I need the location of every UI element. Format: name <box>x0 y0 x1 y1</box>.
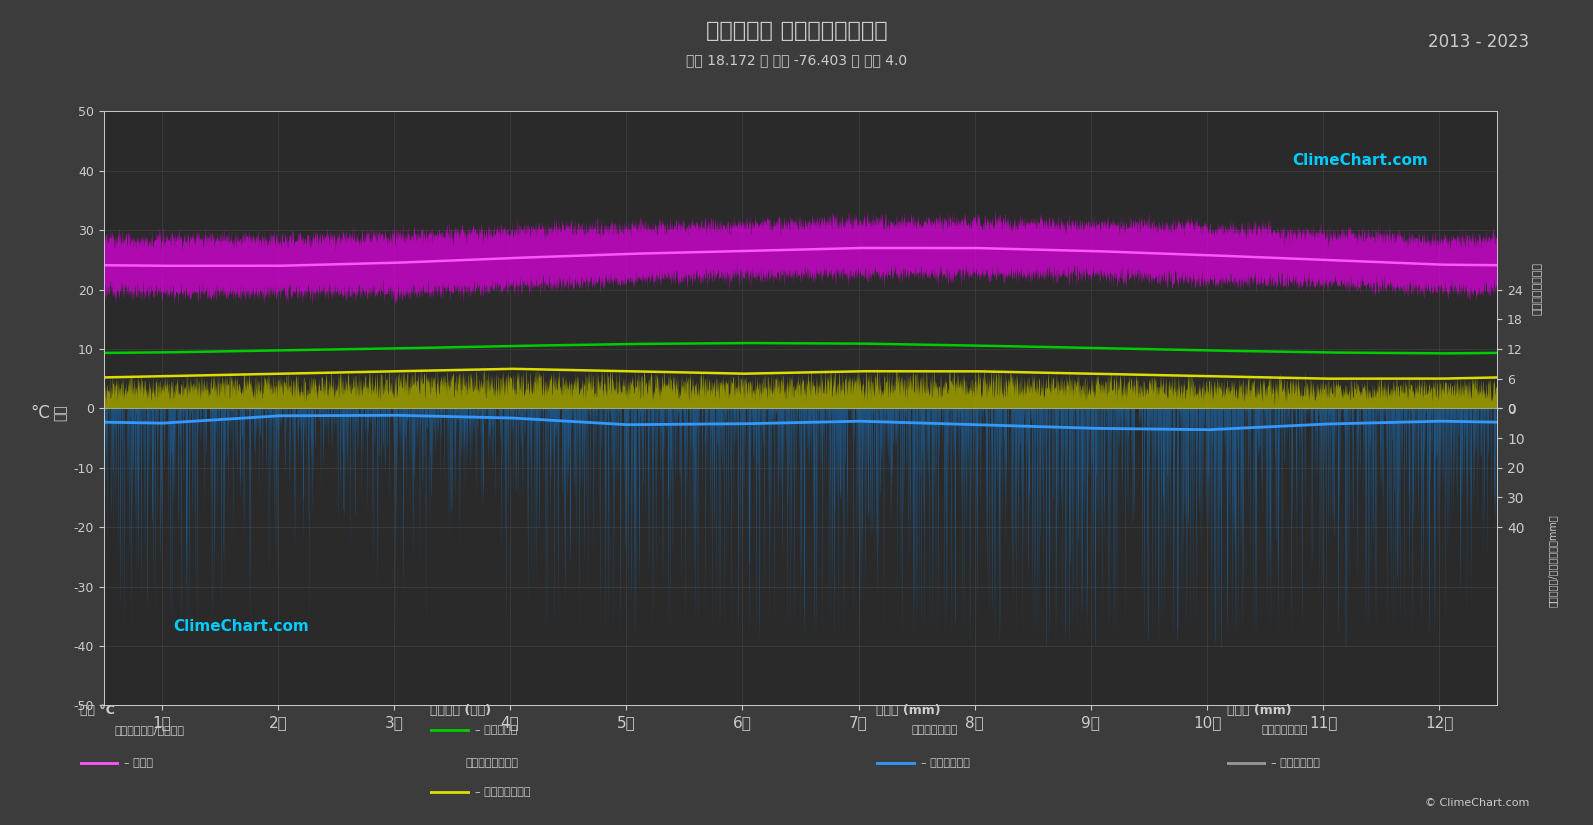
Text: 降雪量 (mm): 降雪量 (mm) <box>1227 704 1292 717</box>
Text: ClimeChart.com: ClimeChart.com <box>1292 153 1427 168</box>
Text: 2013 - 2023: 2013 - 2023 <box>1429 33 1529 51</box>
Text: 降雨量 (mm): 降雨量 (mm) <box>876 704 941 717</box>
Text: ClimeChart.com: ClimeChart.com <box>174 619 309 634</box>
Text: 最高降雨量/最高降雪量（mm）: 最高降雨量/最高降雪量（mm） <box>1548 515 1558 607</box>
Text: – 月平均降雪量: – 月平均降雪量 <box>1271 758 1321 768</box>
Text: © ClimeChart.com: © ClimeChart.com <box>1424 799 1529 808</box>
Text: 日照時間（時間）: 日照時間（時間） <box>1532 262 1542 315</box>
Text: – 月平均日照時間: – 月平均日照時間 <box>475 787 530 797</box>
Text: 日照時間 (時間): 日照時間 (時間) <box>430 704 491 717</box>
Text: 日ごとの最小/最大範囲: 日ごとの最小/最大範囲 <box>115 725 185 735</box>
Text: – 月平均: – 月平均 <box>124 758 153 768</box>
Text: 日ごとの降雪量: 日ごとの降雪量 <box>1262 725 1308 735</box>
Text: の気候変動 ポートアントニオ: の気候変動 ポートアントニオ <box>706 21 887 40</box>
Text: 気温: 気温 <box>54 404 67 421</box>
Text: 日ごとの降雨量: 日ごとの降雨量 <box>911 725 957 735</box>
Text: °C: °C <box>30 403 49 422</box>
Text: 緯度 18.172 ・ 経度 -76.403 ・ 標高 4.0: 緯度 18.172 ・ 経度 -76.403 ・ 標高 4.0 <box>687 54 906 68</box>
Text: – 日中の時間: – 日中の時間 <box>475 725 518 735</box>
Text: 気温 °C: 気温 °C <box>80 704 115 717</box>
Text: – 月平均降雨量: – 月平均降雨量 <box>921 758 970 768</box>
Text: 日ごとの日照時間: 日ごとの日照時間 <box>465 758 518 768</box>
